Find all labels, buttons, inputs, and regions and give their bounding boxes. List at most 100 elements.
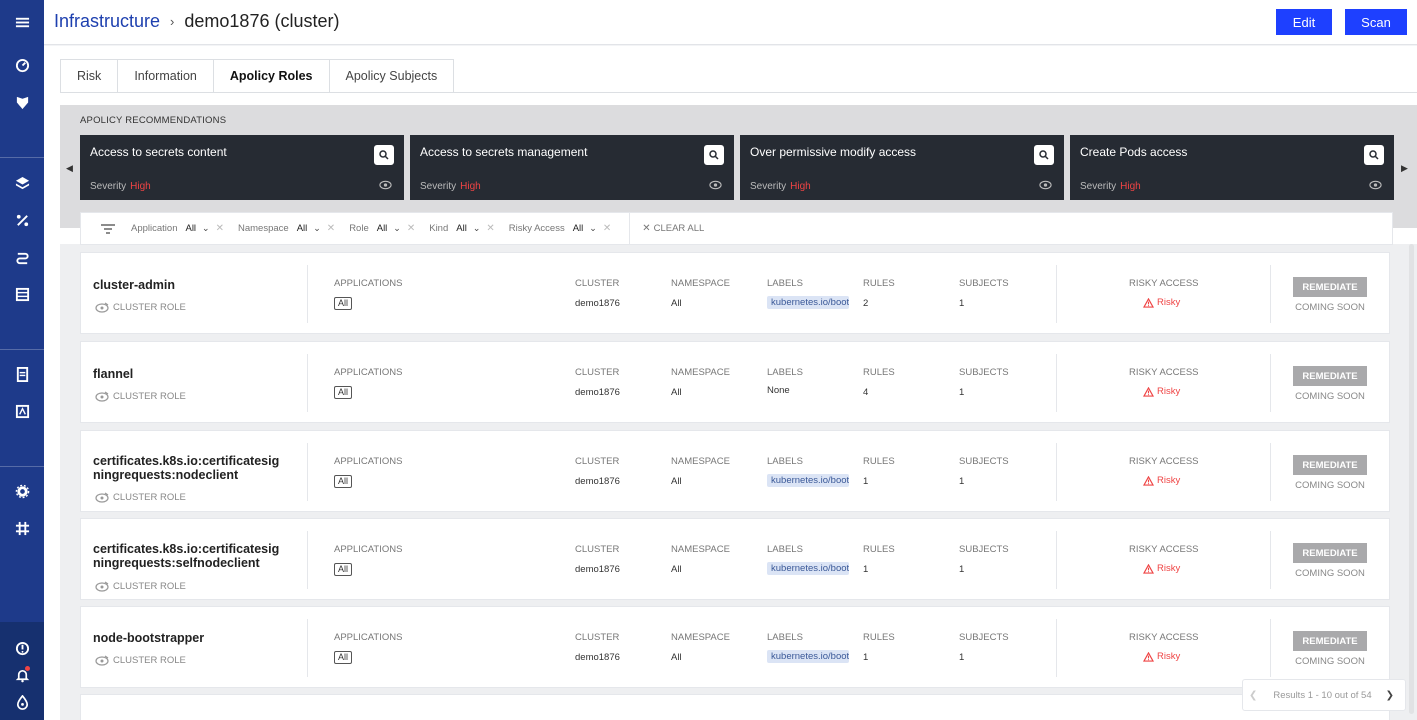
- cluster-value: demo1876: [575, 476, 620, 487]
- chevron-right-icon[interactable]: ❯: [1385, 689, 1395, 701]
- scan-icon[interactable]: [374, 145, 394, 165]
- filter-icon[interactable]: [101, 223, 115, 234]
- remediate-button[interactable]: REMEDIATE: [1293, 366, 1367, 386]
- role-type: CLUSTER ROLE: [95, 492, 186, 503]
- report-icon[interactable]: [10, 399, 34, 423]
- scan-icon[interactable]: [704, 145, 724, 165]
- filter-namespace[interactable]: Namespace All ⌄ ✕: [238, 223, 335, 234]
- tab-information[interactable]: Information: [117, 59, 213, 93]
- chevron-down-icon[interactable]: ⌄: [313, 223, 321, 233]
- labels-header: LABELS: [767, 367, 803, 378]
- remediate-button[interactable]: REMEDIATE: [1293, 631, 1367, 651]
- label-chip[interactable]: kubernetes.io/bootstrapping: [767, 562, 849, 575]
- label-chip[interactable]: kubernetes.io/bootstrapping: [767, 650, 849, 663]
- role-name[interactable]: certificates.k8s.io:certificatesig ningr…: [93, 542, 280, 570]
- menu-icon[interactable]: [10, 10, 34, 34]
- edit-button[interactable]: Edit: [1276, 9, 1332, 35]
- eye-icon[interactable]: [709, 180, 722, 190]
- tab-risk[interactable]: Risk: [60, 59, 118, 93]
- shield-icon[interactable]: [10, 90, 34, 114]
- role-row[interactable]: flannel CLUSTER ROLE APPLICATIONS All CL…: [80, 341, 1390, 423]
- chevron-down-icon[interactable]: ⌄: [589, 223, 597, 233]
- user-drop-icon[interactable]: [10, 690, 34, 714]
- namespace-value: All: [671, 652, 682, 663]
- close-icon[interactable]: ✕: [326, 223, 336, 234]
- info-icon[interactable]: [10, 636, 34, 660]
- risky-label: Risky: [1157, 297, 1181, 308]
- breadcrumb-infrastructure-link[interactable]: Infrastructure: [54, 11, 161, 31]
- subjects-value: 1: [959, 564, 965, 575]
- subjects-value: 1: [959, 652, 965, 663]
- gear-icon[interactable]: [10, 479, 34, 503]
- carousel-prev-icon[interactable]: ◀: [66, 163, 73, 173]
- role-type-label: CLUSTER ROLE: [113, 655, 186, 666]
- role-row[interactable]: certificates.k8s.io:certificatesig ningr…: [80, 518, 1390, 600]
- dashboard-gauge-icon[interactable]: [10, 53, 34, 77]
- warning-icon: [1143, 475, 1154, 486]
- recommendation-name: Over permissive modify access: [750, 145, 917, 159]
- eye-icon[interactable]: [379, 180, 392, 190]
- clear-all-icon[interactable]: ✕: [642, 223, 651, 234]
- tab-bar: Risk Information Apolicy Roles Apolicy S…: [60, 59, 455, 93]
- filter-application[interactable]: Application All ⌄ ✕: [131, 223, 224, 234]
- filter-label: Kind: [429, 223, 449, 234]
- role-name[interactable]: node-bootstrapper: [93, 631, 205, 645]
- scan-button[interactable]: Scan: [1345, 9, 1407, 35]
- scan-icon[interactable]: [1364, 145, 1384, 165]
- flow-icon[interactable]: [10, 245, 34, 269]
- chevron-down-icon[interactable]: ⌄: [472, 223, 481, 233]
- tab-apolicy-roles[interactable]: Apolicy Roles: [212, 59, 329, 93]
- table-icon[interactable]: [10, 282, 34, 306]
- namespace-header: NAMESPACE: [671, 367, 730, 378]
- role-row[interactable]: certificates.k8s.io:certificatesig ningr…: [80, 430, 1390, 512]
- filter-value: All: [572, 223, 584, 234]
- filter-kind[interactable]: Kind All ⌄ ✕: [429, 223, 495, 234]
- rules-header: RULES: [863, 367, 895, 378]
- tabs-underline: [60, 92, 1417, 93]
- clear-all-button[interactable]: CLEAR ALL: [653, 223, 705, 234]
- role-name[interactable]: certificates.k8s.io:certificatesig ningr…: [93, 454, 280, 482]
- remediate-button[interactable]: REMEDIATE: [1293, 543, 1367, 563]
- document-icon[interactable]: [10, 362, 34, 386]
- tab-apolicy-subjects[interactable]: Apolicy Subjects: [328, 59, 455, 93]
- remediate-button[interactable]: REMEDIATE: [1293, 277, 1367, 297]
- remediate-button[interactable]: REMEDIATE: [1293, 455, 1367, 475]
- severity-indicator: Severity High: [750, 181, 811, 192]
- label-chip[interactable]: kubernetes.io/bootstrapping: [767, 296, 849, 309]
- column-divider: [1056, 531, 1057, 589]
- risky-label: Risky: [1157, 651, 1181, 662]
- scan-icon[interactable]: [1034, 145, 1054, 165]
- role-type: CLUSTER ROLE: [95, 581, 186, 592]
- recommendation-card[interactable]: Over permissive modify access Severity Hi…: [740, 135, 1064, 200]
- scrollbar[interactable]: [1409, 244, 1414, 714]
- role-row[interactable]: cluster-admin CLUSTER ROLE APPLICATIONS …: [80, 252, 1390, 334]
- layers-icon[interactable]: [10, 171, 34, 195]
- close-icon[interactable]: ✕: [602, 223, 612, 234]
- filter-role[interactable]: Role All ⌄ ✕: [349, 223, 415, 234]
- recommendation-card[interactable]: Access to secrets management Severity Hig…: [410, 135, 734, 200]
- role-row[interactable]: [80, 694, 1390, 720]
- eye-icon[interactable]: [1369, 180, 1382, 190]
- grid-icon[interactable]: [10, 516, 34, 540]
- chevron-down-icon[interactable]: ⌄: [393, 223, 401, 233]
- close-icon[interactable]: ✕: [486, 223, 495, 234]
- chevron-left-icon[interactable]: ❮: [1249, 689, 1258, 701]
- chevron-down-icon[interactable]: ⌄: [202, 223, 210, 233]
- close-icon[interactable]: ✕: [215, 223, 224, 234]
- label-chip[interactable]: kubernetes.io/bootstrapping: [767, 474, 849, 487]
- severity-value: High: [460, 181, 481, 192]
- carousel-next-icon[interactable]: ▶: [1401, 163, 1408, 173]
- rules-value: 1: [863, 564, 869, 575]
- close-icon[interactable]: ✕: [406, 223, 416, 234]
- role-name[interactable]: cluster-admin: [93, 278, 175, 292]
- bell-icon[interactable]: [10, 663, 34, 687]
- recommendation-card[interactable]: Create Pods access Severity High: [1070, 135, 1394, 200]
- percent-icon[interactable]: [10, 208, 34, 232]
- filter-risky-access[interactable]: Risky Access All ⌄ ✕: [509, 223, 611, 234]
- role-name[interactable]: flannel: [93, 367, 134, 381]
- eye-icon[interactable]: [1039, 180, 1052, 190]
- warning-icon: [1143, 297, 1154, 308]
- pagination: ❮ Results 1 - 10 out of 54 ❯: [1242, 679, 1406, 711]
- role-row[interactable]: node-bootstrapper CLUSTER ROLE APPLICATI…: [80, 606, 1390, 688]
- recommendation-card[interactable]: Access to secrets content Severity High: [80, 135, 404, 200]
